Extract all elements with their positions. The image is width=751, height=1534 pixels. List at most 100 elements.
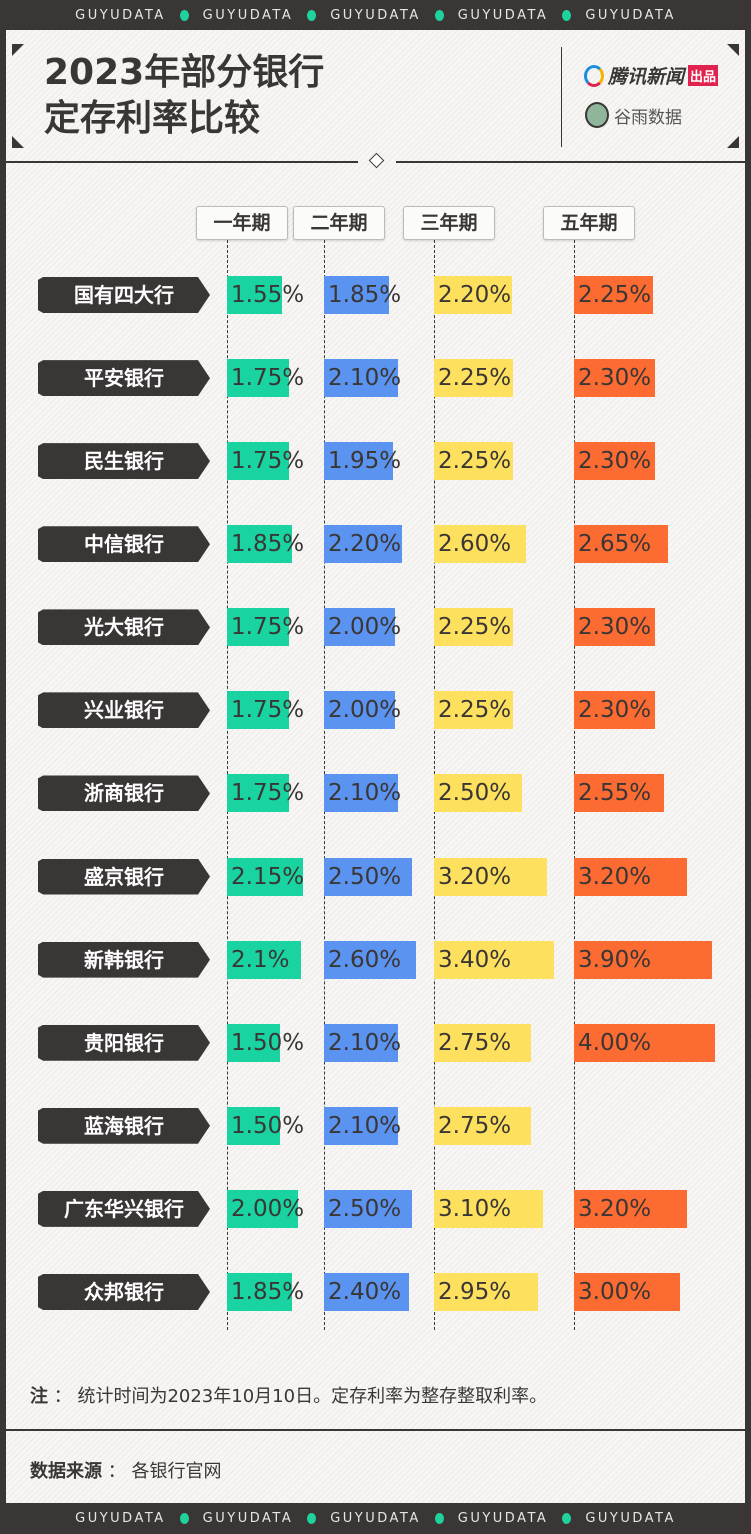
brand-text: GUYUDATA [202, 7, 294, 23]
bar [324, 525, 402, 564]
data-label: 1.75% [231, 614, 305, 641]
bar [574, 442, 656, 481]
bar [227, 1106, 280, 1145]
tencent-text: 腾讯新闻 [608, 66, 685, 88]
bank-label: 贵阳银行 [38, 1024, 210, 1061]
data-label: 2.1% [231, 946, 290, 973]
title-line-2: 定存利率比较 [44, 98, 261, 139]
data-label: 1.85% [328, 282, 402, 308]
data-label: 2.95% [438, 1278, 512, 1305]
brand-text: GUYUDATA [75, 7, 166, 23]
column-header: 二年期 [293, 206, 385, 240]
data-label: 2.25% [438, 365, 512, 392]
bar [434, 1189, 544, 1228]
header-rule-right [396, 161, 745, 163]
data-label: 1.55% [231, 282, 305, 308]
bar [324, 442, 393, 481]
data-label: 4.00% [578, 1029, 652, 1056]
bar [227, 525, 293, 564]
header-divider [561, 47, 562, 147]
data-label: 2.55% [578, 780, 652, 807]
note: 注 ： 统计时间为2023年10月10日。定存利率为整存整取利率。 [30, 1382, 547, 1408]
data-label: 2.75% [438, 1029, 512, 1056]
bank-label: 盛京银行 [38, 858, 210, 895]
bar [574, 940, 712, 979]
data-label: 2.20% [438, 282, 512, 308]
bank-label: 新韩银行 [38, 941, 210, 978]
bar [227, 359, 289, 398]
bank-label: 蓝海银行 [38, 1107, 210, 1144]
bar [324, 857, 413, 896]
bar [574, 691, 656, 730]
bank-label: 浙商银行 [38, 775, 210, 812]
bank-label: 广东华兴银行 [38, 1190, 210, 1227]
bar [227, 857, 303, 896]
bar [434, 774, 523, 813]
data-label: 2.60% [328, 946, 402, 973]
source: 数据来源 ： 各银行官网 [30, 1457, 221, 1483]
data-label: 2.15% [231, 863, 305, 890]
dot-icon [562, 9, 572, 21]
note-colon: ： [48, 1386, 78, 1407]
bar [574, 1189, 687, 1228]
dot-icon [179, 9, 189, 21]
data-label: 2.30% [578, 697, 652, 724]
brand-text: GUYUDATA [330, 7, 421, 23]
bar [324, 359, 399, 398]
bar [574, 359, 656, 398]
bank-label: 众邦银行 [38, 1273, 210, 1310]
data-label: 2.00% [231, 1195, 305, 1222]
data-label: 2.10% [328, 365, 402, 392]
data-label: 2.25% [438, 448, 512, 475]
bar [434, 359, 514, 398]
corner-mark [727, 136, 739, 148]
data-label: 2.10% [328, 1112, 402, 1139]
bar [227, 940, 302, 979]
bar [434, 525, 526, 564]
source-colon: ： [102, 1461, 132, 1482]
brand-text: GUYUDATA [202, 1510, 294, 1526]
bar [434, 691, 514, 730]
brand-text: GUYUDATA [585, 1510, 676, 1526]
bar [324, 1272, 409, 1311]
bar [227, 774, 289, 813]
bar [574, 857, 687, 896]
bank-label: 国有四大行 [38, 277, 210, 313]
column-header: 一年期 [196, 206, 288, 240]
brand-text: GUYUDATA [330, 1510, 421, 1526]
guyu-text: 谷雨数据 [614, 107, 682, 128]
data-label: 2.20% [328, 531, 402, 558]
bar [324, 691, 395, 730]
bar [574, 1023, 716, 1062]
brand-text: GUYUDATA [585, 7, 676, 23]
tencent-icon [584, 64, 604, 87]
dot-icon [179, 1512, 189, 1524]
data-label: 3.00% [578, 1278, 652, 1305]
bar [434, 857, 547, 896]
data-label: 3.10% [438, 1195, 512, 1222]
column-header: 五年期 [543, 206, 635, 240]
bar [434, 940, 555, 979]
bar [227, 691, 289, 730]
source-label: 数据来源 [30, 1461, 102, 1482]
footer-rule [6, 1429, 745, 1431]
bar [574, 276, 654, 314]
source-text: 各银行官网 [131, 1461, 222, 1482]
bar [434, 1272, 539, 1311]
dot-icon [434, 9, 444, 21]
brand-text: GUYUDATA [457, 7, 549, 23]
bar [574, 774, 664, 813]
data-label: 3.20% [578, 863, 652, 890]
data-label: 1.75% [231, 697, 305, 724]
bar [227, 1272, 293, 1311]
data-label: 2.40% [328, 1278, 402, 1305]
data-label: 2.00% [328, 614, 402, 641]
guyu-logo: 谷雨数据 [585, 102, 682, 128]
data-label: 2.25% [438, 614, 512, 641]
bar [574, 525, 668, 564]
bar [324, 774, 399, 813]
bank-label: 兴业银行 [38, 692, 210, 729]
data-label: 2.00% [328, 697, 402, 724]
dot-icon [562, 1512, 572, 1524]
bar [227, 1023, 280, 1062]
